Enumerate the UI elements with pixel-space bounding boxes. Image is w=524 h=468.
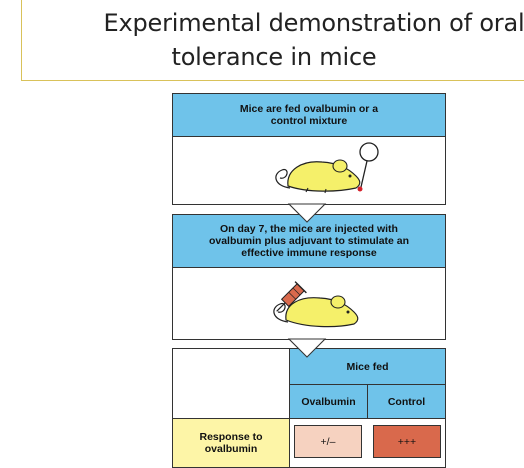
title-line-1: Experimental demonstration of oral: [103, 9, 524, 37]
down-arrow-icon: [287, 338, 327, 358]
feeding-tube-icon: [357, 142, 379, 192]
column-header-ovalbumin: Ovalbumin: [289, 384, 368, 419]
syringe-icon: [276, 281, 307, 312]
step-2-label: On day 7, the mice are injected with ova…: [208, 223, 410, 259]
table-group-header: Mice fed: [289, 348, 446, 385]
title-box: Experimental demonstration of oral toler…: [21, 0, 524, 81]
column-header-control: Control: [367, 384, 446, 419]
mice-fed-label: Mice fed: [346, 360, 389, 373]
step-1-header: Mice are fed ovalbumin or a control mixt…: [172, 93, 446, 137]
mouse-eye: [348, 174, 352, 178]
row-label-response: Response to ovalbumin: [172, 418, 290, 468]
step-1-label: Mice are fed ovalbumin or a control mixt…: [239, 103, 379, 127]
mouse-icon: [273, 295, 359, 328]
mouse-ear: [332, 159, 348, 173]
step-2-header: On day 7, the mice are injected with ova…: [172, 214, 446, 268]
table-blank-corner: [172, 348, 290, 419]
mouse-tail: [275, 168, 291, 189]
result-ovalbumin: +/–: [294, 425, 362, 458]
down-arrow-icon: [287, 203, 327, 223]
title-line-2: tolerance in mice: [171, 43, 377, 71]
mouse-icon: [275, 159, 361, 194]
result-control: +++: [373, 425, 441, 458]
